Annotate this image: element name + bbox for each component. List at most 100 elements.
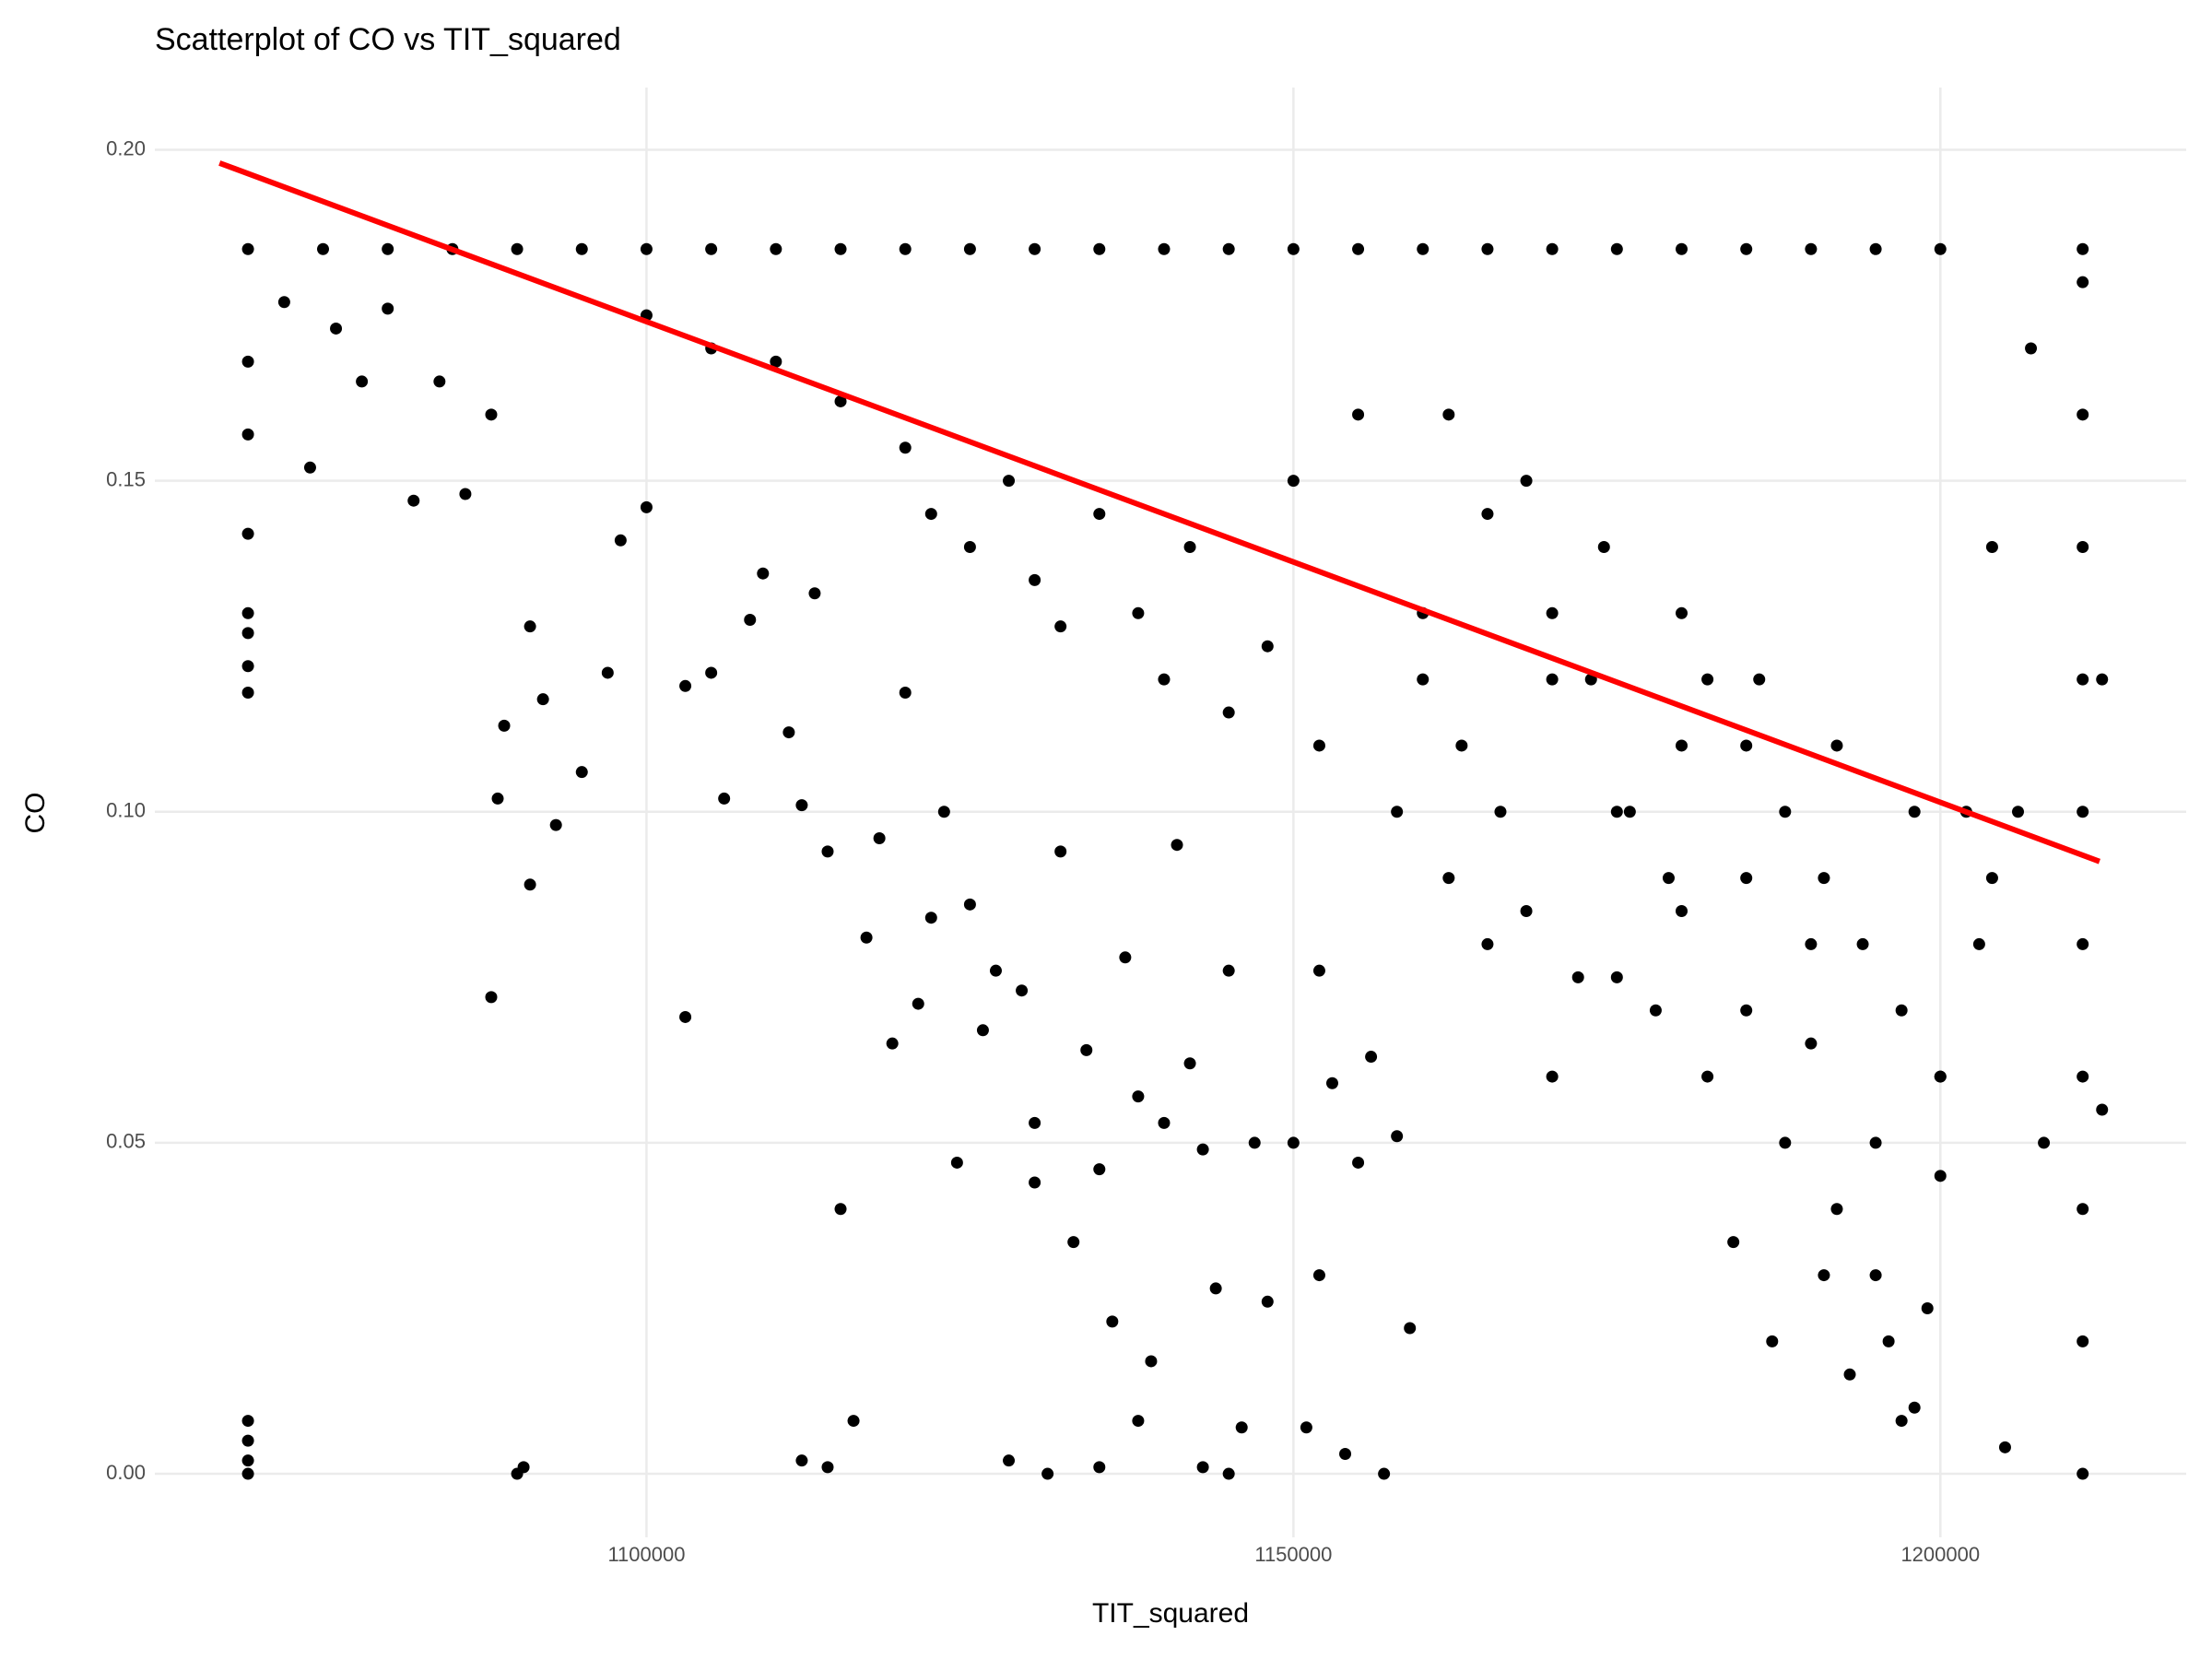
y-axis-title: CO (20, 793, 51, 834)
point (1196, 1143, 1209, 1156)
point (2077, 276, 2089, 288)
point (912, 997, 924, 1010)
point (937, 806, 950, 818)
point (1093, 1163, 1106, 1176)
point (1895, 1004, 1908, 1017)
point (1998, 1441, 2011, 1453)
point (976, 1024, 989, 1037)
point (1805, 937, 1818, 950)
point (1882, 1335, 1895, 1347)
point (1222, 1467, 1235, 1480)
point (1442, 872, 1455, 885)
point (1287, 242, 1300, 255)
point (1029, 1116, 1041, 1129)
point (1869, 242, 1882, 255)
point (770, 355, 782, 368)
point (1300, 1421, 1312, 1434)
point (1003, 1454, 1016, 1467)
point (1481, 937, 1494, 950)
point (1740, 1004, 1753, 1017)
point (640, 242, 653, 255)
point (808, 587, 821, 600)
point (2077, 242, 2089, 255)
point (834, 242, 847, 255)
point (241, 1467, 254, 1480)
point (1701, 1070, 1714, 1083)
point (1934, 242, 1947, 255)
point (382, 302, 394, 315)
point (1248, 1136, 1261, 1149)
point (1145, 1355, 1158, 1368)
point (1597, 540, 1610, 553)
point (433, 375, 446, 388)
point (2096, 1103, 2109, 1116)
point (1041, 1467, 1054, 1480)
point (1261, 1295, 1274, 1308)
point (1481, 242, 1494, 255)
point (1455, 739, 1468, 752)
point (524, 620, 536, 633)
point (963, 898, 976, 911)
point (614, 534, 627, 547)
point (277, 296, 290, 309)
point (1287, 475, 1300, 488)
point (1610, 971, 1623, 983)
point (873, 832, 886, 845)
point (1934, 1070, 1947, 1083)
y-tick-label: 0.05 (106, 1130, 146, 1153)
point (1132, 1090, 1145, 1103)
point (1222, 964, 1235, 977)
point (2077, 1070, 2089, 1083)
y-tick-label: 0.15 (106, 467, 146, 490)
point (834, 394, 847, 407)
point (1132, 606, 1145, 619)
point (1029, 573, 1041, 586)
point (1571, 971, 1584, 983)
point (1209, 1282, 1222, 1295)
point (1843, 1368, 1856, 1381)
point (2077, 1467, 2089, 1480)
point (1158, 673, 1171, 686)
point (899, 686, 912, 699)
point (2096, 673, 2109, 686)
point (601, 666, 614, 679)
point (886, 1037, 899, 1050)
point (241, 686, 254, 699)
y-tick-label: 0.20 (106, 136, 146, 159)
trend-line (218, 160, 2100, 865)
point (2077, 937, 2089, 950)
point (1701, 673, 1714, 686)
point (1093, 242, 1106, 255)
point (1934, 1170, 1947, 1182)
point (1016, 984, 1029, 997)
y-tick-label: 0.10 (106, 799, 146, 822)
point (1805, 1037, 1818, 1050)
point (575, 242, 588, 255)
point (1352, 408, 1365, 421)
point (1546, 606, 1559, 619)
point (1132, 1415, 1145, 1428)
point (1404, 1322, 1417, 1335)
point (1158, 1116, 1171, 1129)
point (1740, 739, 1753, 752)
point (1676, 242, 1688, 255)
point (1766, 1335, 1779, 1347)
point (2025, 342, 2038, 355)
point (1287, 1136, 1300, 1149)
point (950, 1156, 963, 1169)
point (1067, 1236, 1080, 1249)
point (1818, 872, 1830, 885)
point (241, 1434, 254, 1447)
point (1779, 1136, 1792, 1149)
point (1365, 1051, 1378, 1064)
point (491, 792, 504, 805)
point (1676, 739, 1688, 752)
x-tick-label: 1100000 (607, 1543, 685, 1566)
point (821, 845, 834, 858)
point (989, 964, 1002, 977)
point (1830, 739, 1843, 752)
point (1106, 1315, 1119, 1328)
point (1312, 964, 1325, 977)
point (821, 1461, 834, 1474)
